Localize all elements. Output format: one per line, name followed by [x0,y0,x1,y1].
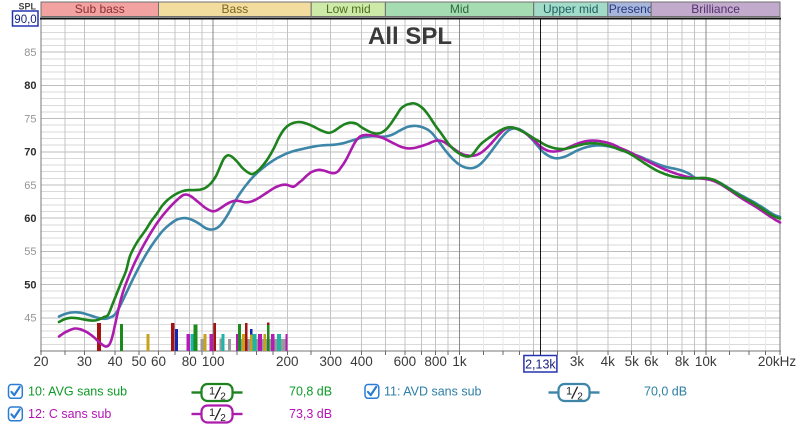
svg-text:70,8 dB: 70,8 dB [289,385,332,399]
svg-text:60: 60 [151,354,166,369]
svg-text:50: 50 [131,354,146,369]
svg-text:1: 1 [209,386,215,398]
svg-text:600: 600 [394,354,417,369]
svg-text:60: 60 [24,213,36,225]
svg-text:11: AVD sans sub: 11: AVD sans sub [384,385,482,399]
svg-text:2: 2 [577,392,583,403]
svg-text:2: 2 [220,413,226,424]
svg-text:20: 20 [33,354,48,369]
svg-text:30: 30 [77,354,92,369]
svg-text:10: AVG sans sub: 10: AVG sans sub [28,385,127,399]
svg-text:2: 2 [220,392,226,403]
svg-text:80: 80 [24,80,36,92]
svg-text:80: 80 [182,354,197,369]
svg-text:75: 75 [24,113,36,125]
svg-text:All SPL: All SPL [368,23,452,50]
svg-text:70,0 dB: 70,0 dB [644,385,687,399]
svg-text:Sub bass: Sub bass [75,2,125,16]
svg-text:70: 70 [24,147,36,159]
svg-text:Low mid: Low mid [326,2,371,16]
svg-text:200: 200 [276,354,299,369]
svg-text:Presence: Presence [609,2,660,16]
svg-text:65: 65 [24,180,36,192]
svg-text:45: 45 [24,313,36,325]
svg-text:10k: 10k [695,354,717,369]
svg-text:55: 55 [24,246,36,258]
svg-text:2,13k: 2,13k [525,357,556,371]
svg-text:5k: 5k [625,354,640,369]
svg-text:1: 1 [566,386,572,398]
svg-text:73,3 dB: 73,3 dB [289,407,332,421]
svg-text:Upper mid: Upper mid [543,2,598,16]
svg-text:90,0: 90,0 [14,14,36,26]
svg-text:20kHz: 20kHz [758,354,797,369]
svg-text:50: 50 [24,279,36,291]
svg-text:3k: 3k [570,354,585,369]
svg-text:Bass: Bass [222,2,249,16]
svg-text:1k: 1k [452,354,467,369]
svg-text:4k: 4k [601,354,616,369]
svg-text:40: 40 [108,354,123,369]
svg-text:Mid: Mid [450,2,469,16]
svg-text:85: 85 [24,47,36,59]
svg-text:400: 400 [350,354,373,369]
svg-text:800: 800 [424,354,447,369]
svg-text:6k: 6k [644,354,659,369]
svg-text:SPL: SPL [18,2,36,12]
svg-text:100: 100 [202,354,225,369]
svg-text:8k: 8k [675,354,690,369]
svg-text:1: 1 [209,407,215,419]
svg-text:Brilliance: Brilliance [691,2,740,16]
svg-text:300: 300 [319,354,342,369]
svg-text:12: C sans sub: 12: C sans sub [28,407,111,421]
